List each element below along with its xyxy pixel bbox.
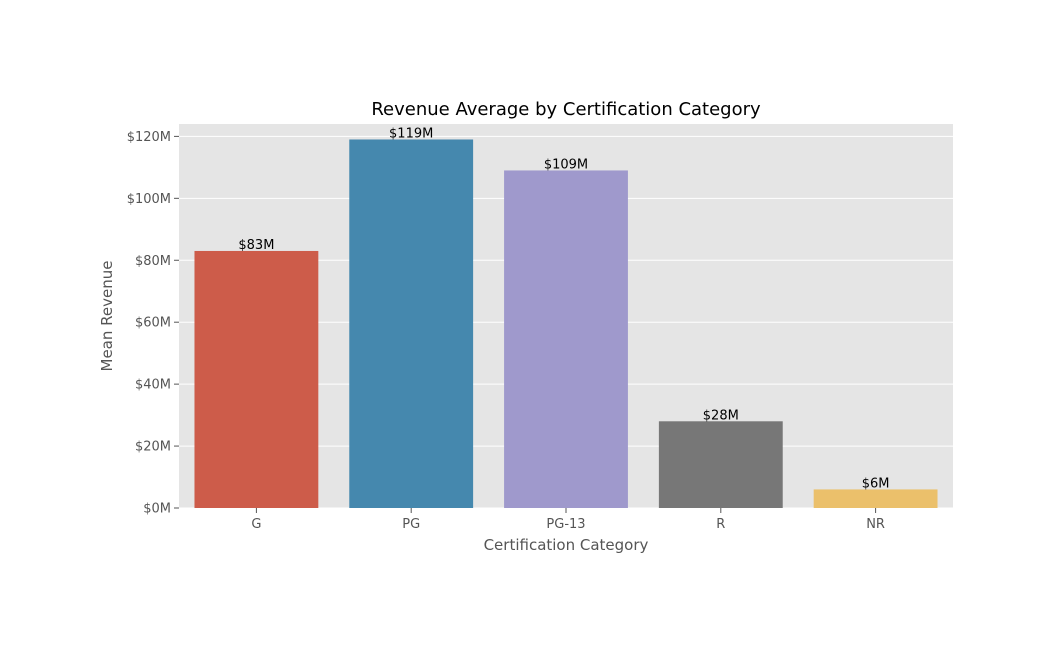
y-tick-label: $100M	[127, 192, 171, 207]
x-tick-label: NR	[866, 517, 885, 532]
bar-pg	[349, 139, 474, 508]
y-tick-label: $40M	[135, 378, 171, 393]
x-tick-label: R	[716, 517, 725, 532]
x-tick-label: PG-13	[546, 517, 585, 532]
y-tick-label: $80M	[135, 254, 171, 269]
bar-nr	[813, 489, 938, 508]
y-axis-ticks: $0M $20M $40M $60M $80M $100M $120M	[127, 130, 179, 517]
y-tick-label: $20M	[135, 440, 171, 455]
data-label: $6M	[862, 476, 890, 491]
x-tick-label: G	[251, 517, 261, 532]
y-axis-label: Mean Revenue	[98, 261, 116, 372]
data-label: $28M	[703, 408, 739, 423]
bar-g	[194, 250, 319, 508]
y-tick-label: $60M	[135, 316, 171, 331]
chart-title: Revenue Average by Certification Categor…	[371, 99, 761, 120]
y-tick-label: $120M	[127, 130, 171, 145]
bar-r	[658, 421, 783, 508]
y-tick-label: $0M	[143, 502, 171, 517]
bars	[194, 139, 938, 509]
x-axis-ticks: G PG PG-13 R NR	[251, 508, 885, 532]
data-labels: $83M $119M $109M $28M $6M	[238, 126, 889, 491]
bar-pg-13	[504, 170, 628, 509]
x-axis-label: Certification Category	[484, 536, 649, 554]
x-tick-label: PG	[402, 517, 420, 532]
data-label: $119M	[389, 126, 433, 141]
data-label: $109M	[544, 157, 588, 172]
data-label: $83M	[238, 238, 274, 253]
